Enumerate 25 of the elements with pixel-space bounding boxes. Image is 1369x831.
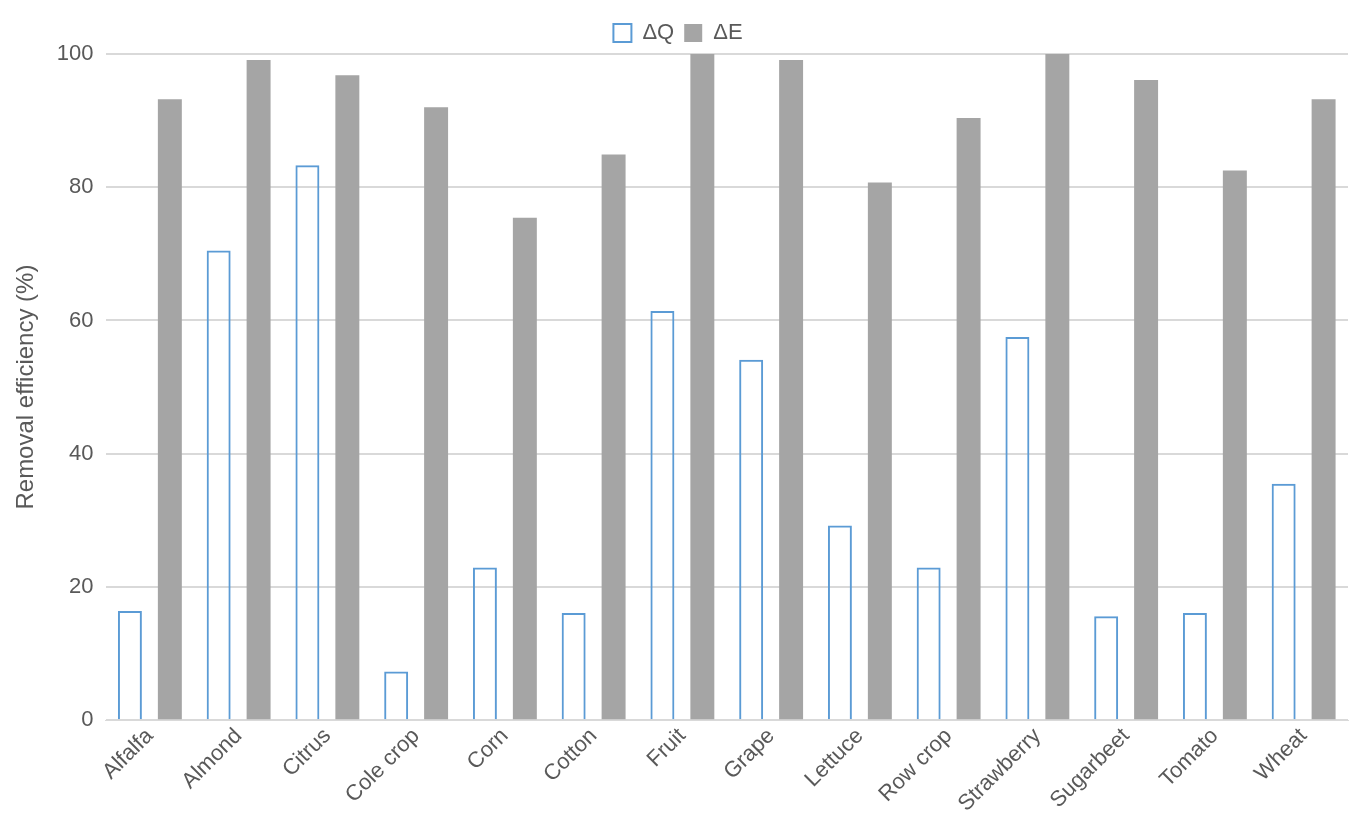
y-tick-label: 80 <box>69 173 94 199</box>
bar <box>424 107 449 720</box>
bar <box>1311 99 1336 720</box>
bar <box>1222 170 1247 720</box>
x-tick-label: Cole crop <box>339 722 424 807</box>
bar <box>779 60 804 720</box>
y-axis-title: Removal efficiency (%) <box>11 264 39 510</box>
bar <box>690 54 715 720</box>
bar <box>512 217 537 720</box>
bar <box>601 154 626 720</box>
bar <box>1045 54 1070 720</box>
bar <box>246 60 271 720</box>
y-tick-label: 20 <box>69 572 94 598</box>
y-tick-label: 60 <box>69 306 94 332</box>
legend-label: ΔQ <box>642 19 675 45</box>
y-tick-label: 100 <box>56 40 94 66</box>
y-tick-label: 40 <box>69 439 94 465</box>
y-tick-label: 0 <box>81 706 94 732</box>
bar <box>157 99 182 720</box>
bar <box>335 75 360 720</box>
bar <box>867 182 892 720</box>
bar <box>1134 79 1159 720</box>
legend-label: ΔE <box>713 19 743 45</box>
x-tick-label: Corn <box>461 722 513 774</box>
bar <box>956 117 981 720</box>
